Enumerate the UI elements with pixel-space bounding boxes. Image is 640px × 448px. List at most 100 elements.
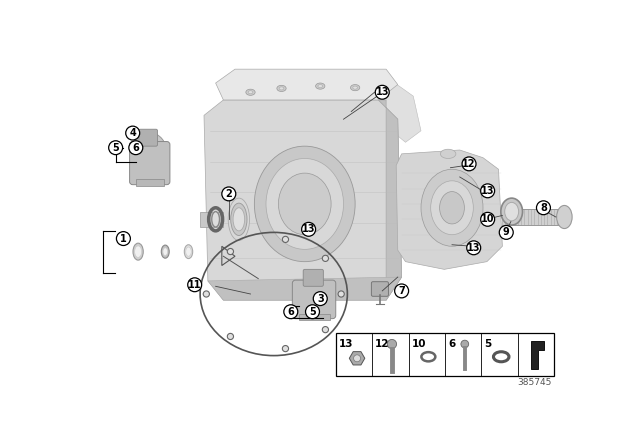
- Circle shape: [481, 184, 495, 198]
- Polygon shape: [531, 341, 544, 370]
- Circle shape: [313, 292, 327, 306]
- Polygon shape: [312, 73, 421, 142]
- Circle shape: [125, 126, 140, 140]
- Text: 11: 11: [188, 280, 202, 290]
- Ellipse shape: [277, 85, 286, 91]
- Ellipse shape: [248, 90, 253, 94]
- Circle shape: [467, 241, 481, 255]
- FancyBboxPatch shape: [129, 142, 170, 185]
- Ellipse shape: [351, 85, 360, 91]
- Circle shape: [282, 345, 289, 352]
- Ellipse shape: [278, 173, 331, 235]
- Circle shape: [499, 225, 513, 239]
- Ellipse shape: [318, 85, 323, 88]
- Bar: [336, 333, 554, 375]
- Text: 385745: 385745: [518, 378, 552, 387]
- Circle shape: [481, 212, 495, 226]
- Ellipse shape: [266, 159, 344, 250]
- Text: 13: 13: [376, 87, 389, 97]
- Text: 13: 13: [481, 186, 495, 196]
- Ellipse shape: [431, 181, 474, 235]
- Circle shape: [109, 141, 123, 155]
- Text: 3: 3: [317, 293, 324, 304]
- Ellipse shape: [353, 86, 358, 89]
- Circle shape: [227, 249, 234, 254]
- Ellipse shape: [134, 246, 141, 258]
- Circle shape: [536, 201, 550, 215]
- Bar: [502, 209, 564, 225]
- Circle shape: [387, 340, 397, 349]
- Ellipse shape: [380, 92, 385, 95]
- Circle shape: [353, 355, 360, 362]
- Circle shape: [227, 333, 234, 340]
- Circle shape: [129, 141, 143, 155]
- Ellipse shape: [279, 87, 284, 90]
- Circle shape: [338, 291, 344, 297]
- Text: 13: 13: [302, 224, 316, 234]
- Circle shape: [301, 222, 316, 236]
- Circle shape: [305, 305, 319, 319]
- Polygon shape: [204, 100, 402, 300]
- Circle shape: [282, 237, 289, 242]
- Text: 10: 10: [481, 214, 495, 224]
- Text: 5: 5: [309, 307, 316, 317]
- Circle shape: [204, 291, 209, 297]
- Circle shape: [462, 157, 476, 171]
- Ellipse shape: [233, 208, 244, 231]
- Ellipse shape: [161, 245, 169, 258]
- Polygon shape: [349, 352, 365, 365]
- Ellipse shape: [440, 192, 465, 224]
- Text: 5: 5: [112, 143, 119, 153]
- Ellipse shape: [246, 89, 255, 95]
- Circle shape: [222, 187, 236, 201]
- Polygon shape: [208, 277, 402, 300]
- Text: 6: 6: [132, 143, 139, 153]
- Circle shape: [375, 85, 389, 99]
- Polygon shape: [378, 100, 402, 300]
- Text: 6: 6: [287, 307, 294, 317]
- Ellipse shape: [440, 149, 456, 159]
- Ellipse shape: [133, 243, 143, 260]
- Text: 2: 2: [225, 189, 232, 199]
- Circle shape: [323, 255, 328, 262]
- Circle shape: [323, 327, 328, 333]
- Ellipse shape: [231, 203, 247, 236]
- Text: 7: 7: [398, 286, 405, 296]
- Polygon shape: [216, 69, 397, 100]
- FancyBboxPatch shape: [139, 129, 157, 146]
- Ellipse shape: [228, 198, 250, 241]
- Ellipse shape: [316, 83, 325, 89]
- Ellipse shape: [557, 206, 572, 228]
- Text: 12: 12: [375, 340, 390, 349]
- Text: 13: 13: [467, 243, 481, 253]
- FancyBboxPatch shape: [303, 269, 323, 286]
- Ellipse shape: [184, 245, 193, 258]
- Text: 9: 9: [503, 228, 509, 237]
- Text: 1: 1: [120, 233, 127, 244]
- Bar: [298, 314, 330, 320]
- Ellipse shape: [132, 133, 167, 175]
- Text: 4: 4: [129, 128, 136, 138]
- Text: 6: 6: [448, 340, 456, 349]
- Text: 13: 13: [339, 340, 353, 349]
- Circle shape: [395, 284, 408, 298]
- Ellipse shape: [212, 211, 220, 227]
- Ellipse shape: [378, 91, 387, 97]
- Polygon shape: [396, 150, 502, 269]
- Bar: [200, 211, 223, 227]
- Text: 5: 5: [484, 340, 492, 349]
- Circle shape: [188, 278, 202, 292]
- Ellipse shape: [501, 198, 522, 225]
- Ellipse shape: [254, 146, 355, 262]
- Bar: [136, 178, 164, 186]
- Circle shape: [116, 232, 131, 246]
- Circle shape: [284, 305, 298, 319]
- FancyBboxPatch shape: [292, 280, 336, 319]
- Circle shape: [461, 340, 468, 348]
- Ellipse shape: [421, 169, 483, 246]
- Text: 8: 8: [540, 203, 547, 213]
- FancyBboxPatch shape: [371, 282, 388, 296]
- Ellipse shape: [505, 202, 518, 221]
- Ellipse shape: [163, 248, 168, 255]
- Ellipse shape: [186, 247, 191, 256]
